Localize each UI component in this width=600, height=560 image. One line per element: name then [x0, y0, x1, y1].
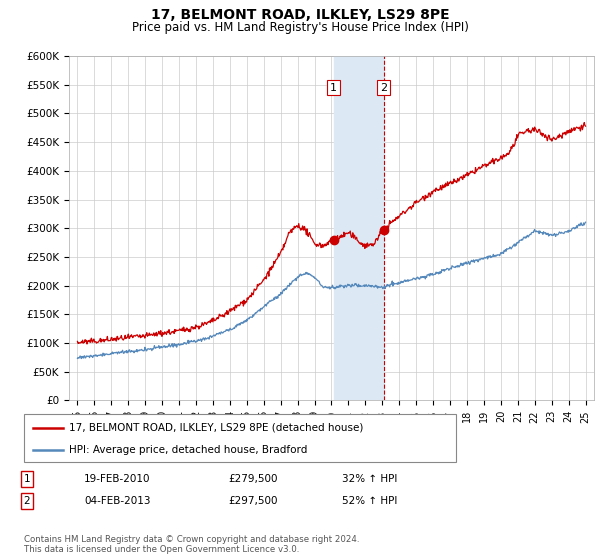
Text: Price paid vs. HM Land Registry's House Price Index (HPI): Price paid vs. HM Land Registry's House …	[131, 21, 469, 34]
Text: 1: 1	[330, 82, 337, 92]
Text: 19-FEB-2010: 19-FEB-2010	[84, 474, 151, 484]
Text: 1: 1	[23, 474, 31, 484]
Text: HPI: Average price, detached house, Bradford: HPI: Average price, detached house, Brad…	[69, 445, 307, 455]
Text: Contains HM Land Registry data © Crown copyright and database right 2024.
This d: Contains HM Land Registry data © Crown c…	[24, 535, 359, 554]
Text: 52% ↑ HPI: 52% ↑ HPI	[342, 496, 397, 506]
Bar	[334, 56, 384, 400]
Text: 17, BELMONT ROAD, ILKLEY, LS29 8PE: 17, BELMONT ROAD, ILKLEY, LS29 8PE	[151, 8, 449, 22]
Text: 17, BELMONT ROAD, ILKLEY, LS29 8PE (detached house): 17, BELMONT ROAD, ILKLEY, LS29 8PE (deta…	[69, 423, 364, 433]
Text: £297,500: £297,500	[228, 496, 277, 506]
Text: £279,500: £279,500	[228, 474, 277, 484]
Text: 2: 2	[380, 82, 388, 92]
Text: 32% ↑ HPI: 32% ↑ HPI	[342, 474, 397, 484]
Text: 04-FEB-2013: 04-FEB-2013	[84, 496, 151, 506]
Text: 2: 2	[23, 496, 31, 506]
